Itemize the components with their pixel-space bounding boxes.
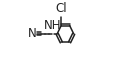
- Text: Cl: Cl: [55, 2, 67, 15]
- Text: NH: NH: [44, 19, 62, 32]
- Text: N: N: [28, 27, 37, 40]
